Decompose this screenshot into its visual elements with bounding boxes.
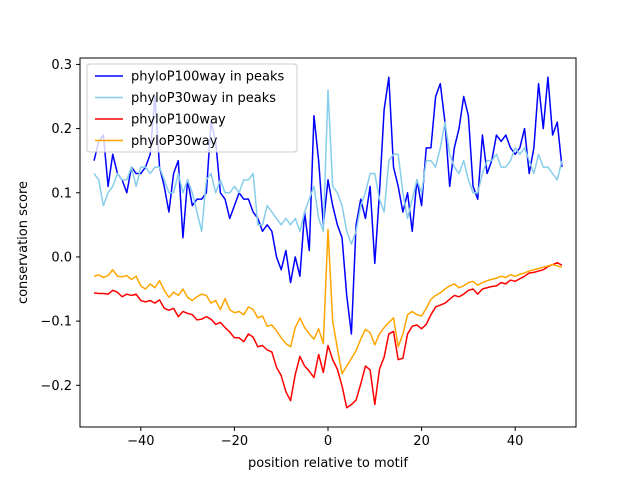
y-tick-label: 0.2 [51,122,72,137]
legend-label: phyloP30way in peaks [131,91,276,106]
x-tick-label: −40 [127,434,154,449]
x-tick-label: −20 [221,434,248,449]
legend: phyloP100way in peaks phyloP30way in peak… [86,63,298,153]
legend-label: phyloP30way [131,134,218,149]
legend-label: phyloP100way [131,113,226,128]
legend-box [86,63,298,153]
x-tick-label: 0 [324,434,332,449]
series-layer [93,76,563,409]
y-axis-ticks: −0.2 −0.1 0.0 0.1 0.2 0.3 [40,58,80,394]
x-tick-label: 40 [507,434,524,449]
y-tick-label: 0.3 [51,58,72,73]
y-tick-label: −0.2 [40,379,72,394]
y-tick-label: −0.1 [40,315,72,330]
x-axis-label: position relative to motif [248,456,408,471]
y-axis-label: conservation score [16,181,31,304]
x-axis-ticks: −40 −20 0 20 40 [127,427,523,449]
series-line-3 [93,228,563,375]
series-line-1 [93,89,563,245]
y-tick-label: 0.1 [51,186,72,201]
y-tick-label: 0.0 [51,250,72,265]
legend-label: phyloP100way in peaks [131,70,285,85]
series-line-0 [93,76,563,335]
series-line-2 [93,261,563,409]
x-tick-label: 20 [413,434,430,449]
